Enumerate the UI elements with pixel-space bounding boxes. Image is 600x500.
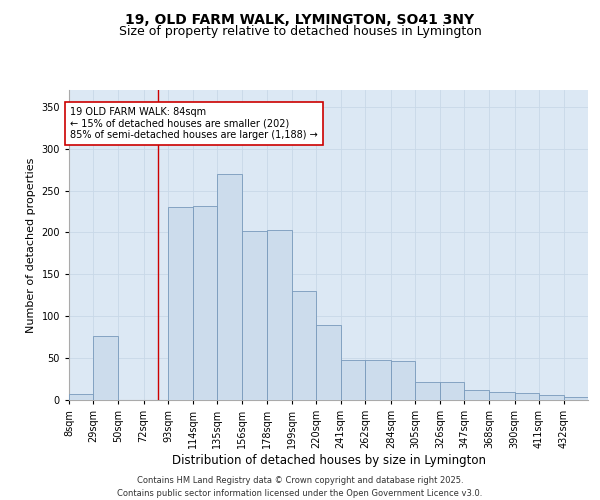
Bar bbox=[94, 336, 118, 400]
Bar bbox=[341, 360, 365, 400]
Bar bbox=[515, 394, 539, 400]
Bar bbox=[193, 206, 217, 400]
Bar bbox=[539, 395, 563, 400]
Y-axis label: Number of detached properties: Number of detached properties bbox=[26, 158, 36, 332]
Text: 19, OLD FARM WALK, LYMINGTON, SO41 3NY: 19, OLD FARM WALK, LYMINGTON, SO41 3NY bbox=[125, 12, 475, 26]
Bar bbox=[217, 174, 242, 400]
Bar bbox=[489, 392, 515, 400]
Text: Size of property relative to detached houses in Lymington: Size of property relative to detached ho… bbox=[119, 25, 481, 38]
Bar bbox=[168, 208, 193, 400]
Bar bbox=[464, 390, 489, 400]
Bar bbox=[563, 398, 588, 400]
Bar bbox=[415, 382, 440, 400]
Bar bbox=[267, 230, 292, 400]
Bar bbox=[440, 382, 464, 400]
Bar bbox=[391, 360, 415, 400]
Bar bbox=[292, 291, 316, 400]
Bar bbox=[69, 394, 94, 400]
Text: Contains HM Land Registry data © Crown copyright and database right 2025.
Contai: Contains HM Land Registry data © Crown c… bbox=[118, 476, 482, 498]
X-axis label: Distribution of detached houses by size in Lymington: Distribution of detached houses by size … bbox=[172, 454, 485, 467]
Bar bbox=[365, 360, 391, 400]
Bar bbox=[316, 324, 341, 400]
Text: 19 OLD FARM WALK: 84sqm
← 15% of detached houses are smaller (202)
85% of semi-d: 19 OLD FARM WALK: 84sqm ← 15% of detache… bbox=[70, 107, 318, 140]
Bar bbox=[242, 231, 267, 400]
